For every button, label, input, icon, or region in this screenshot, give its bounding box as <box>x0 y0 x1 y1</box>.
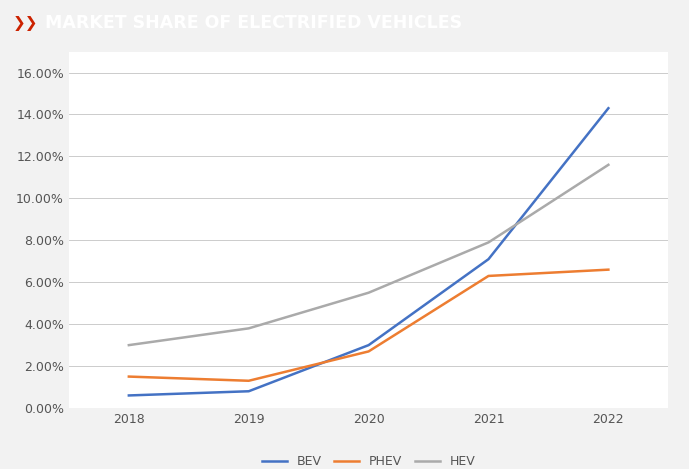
Text: ❯❯: ❯❯ <box>12 16 38 31</box>
Legend: BEV, PHEV, HEV: BEV, PHEV, HEV <box>256 450 481 469</box>
Text: MARKET SHARE OF ELECTRIFIED VEHICLES: MARKET SHARE OF ELECTRIFIED VEHICLES <box>45 15 462 32</box>
